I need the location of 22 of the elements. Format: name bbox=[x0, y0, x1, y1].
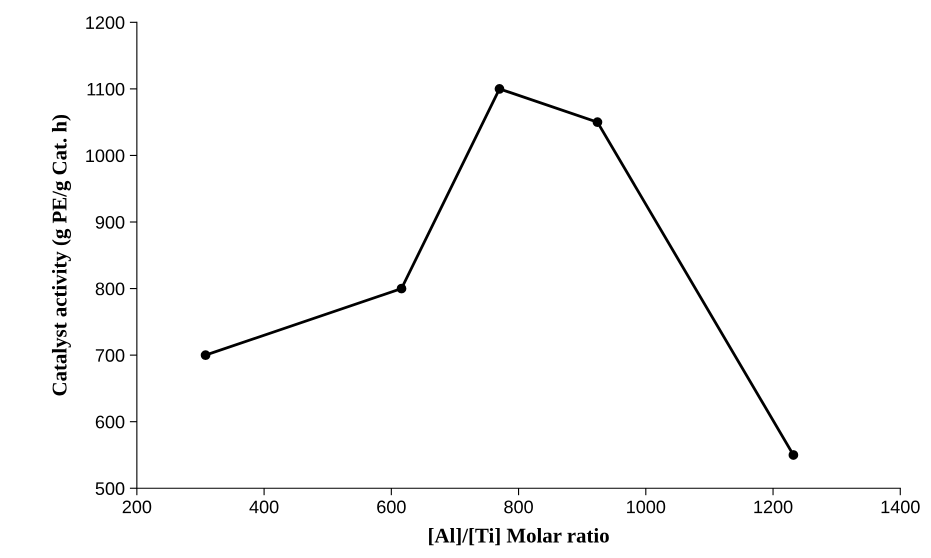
point bbox=[200, 350, 210, 360]
y-axis-title: Catalyst activity (g PE/g Cat. h) bbox=[52, 115, 71, 396]
point bbox=[592, 117, 602, 128]
y-tick-label: 1200 bbox=[86, 16, 124, 30]
y-tick-label: 800 bbox=[96, 282, 124, 296]
y-tick-label: 1100 bbox=[88, 82, 124, 96]
y-tick-label: 700 bbox=[96, 349, 124, 362]
y-tick-label: 1000 bbox=[86, 149, 124, 162]
x-tick-label: 800 bbox=[504, 500, 533, 514]
x-tick-label: 200 bbox=[122, 500, 152, 514]
point bbox=[494, 84, 504, 94]
y-tick-label: 500 bbox=[96, 482, 124, 495]
x-tick-label: 400 bbox=[249, 500, 278, 514]
x-tick-label: 600 bbox=[377, 500, 406, 514]
x-tick-label: 1000 bbox=[627, 500, 666, 514]
point bbox=[788, 450, 798, 460]
y-tick-label: 900 bbox=[96, 216, 124, 229]
point bbox=[396, 284, 406, 294]
y-tick-label: 600 bbox=[96, 416, 124, 428]
x-tick-label: 1200 bbox=[754, 500, 792, 514]
x-axis-title: [Al]/[Ti] Molar ratio bbox=[429, 528, 609, 546]
x-tick-label: 1400 bbox=[882, 500, 920, 514]
